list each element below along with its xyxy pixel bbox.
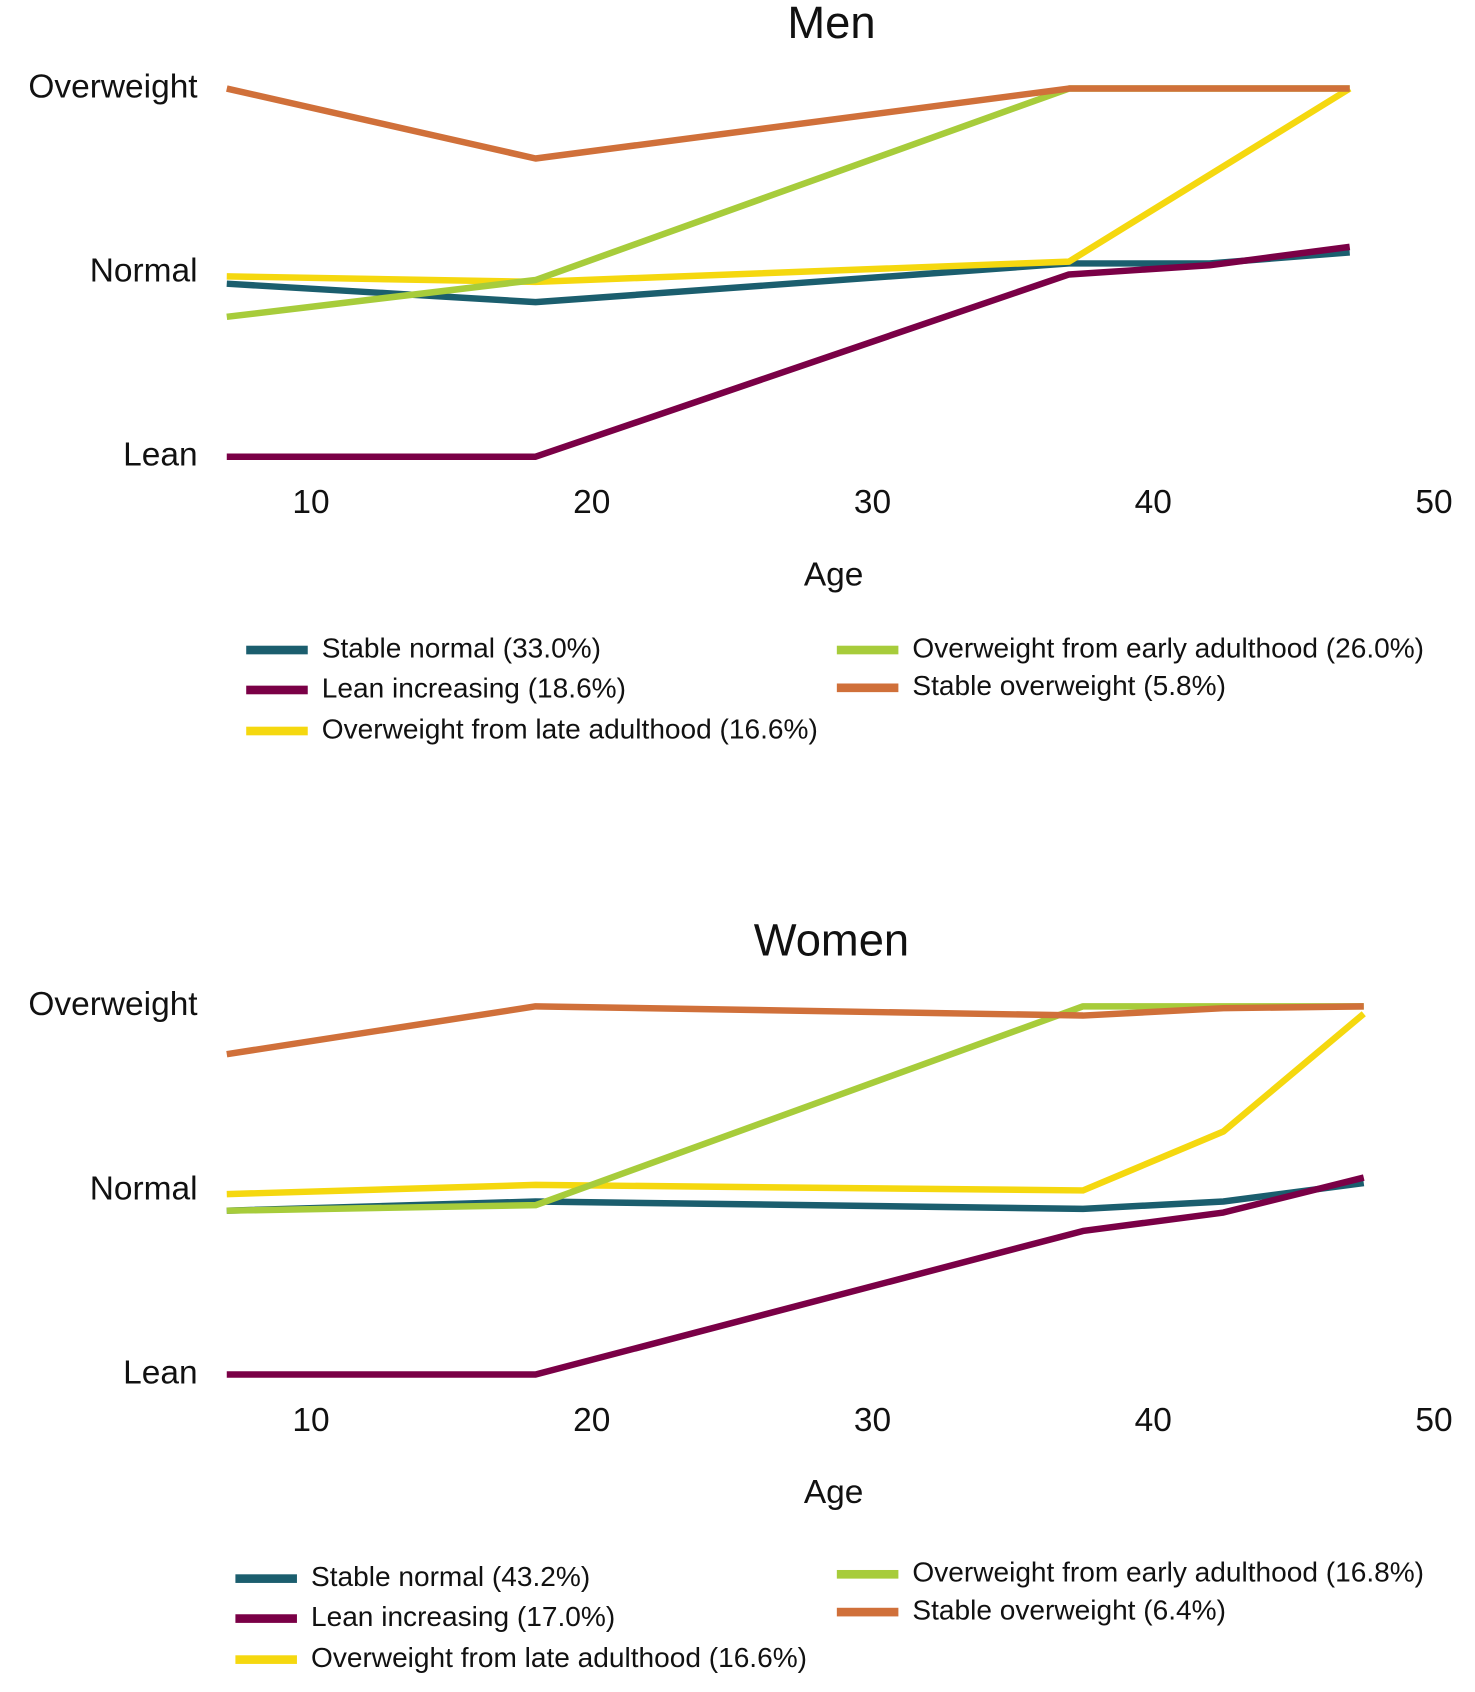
x-axis-label: Age — [804, 556, 864, 593]
x-tick-label: 20 — [573, 1402, 610, 1439]
y-tick-label: Normal — [90, 252, 198, 289]
legend-label: Stable overweight (6.4%) — [912, 1595, 1226, 1626]
series-line — [226, 85, 1350, 162]
panel: Men Age Lean Normal Overweight 10 20 30 40 50 Stab… — [28, 0, 1452, 744]
x-tick-label: 30 — [854, 484, 891, 521]
legend-label: Lean increasing (18.6%) — [322, 672, 626, 703]
y-tick-label: Lean — [123, 1354, 197, 1391]
legend-label: Stable normal (33.0%) — [322, 632, 601, 663]
legend-swatch — [246, 685, 308, 695]
legend-label: Overweight from early adulthood (16.8%) — [912, 1557, 1424, 1588]
series-line — [226, 85, 1352, 286]
x-tick-label: 20 — [573, 484, 610, 521]
legend-swatch — [836, 1569, 899, 1579]
y-tick-label: Normal — [90, 1170, 198, 1207]
legend-swatch — [836, 645, 899, 655]
legend-label: Overweight from early adulthood (26.0%) — [912, 632, 1424, 663]
series-line — [226, 243, 1351, 460]
series-line — [226, 1003, 1364, 1058]
legend-label: Overweight from late adulthood (16.6%) — [311, 1642, 807, 1673]
chart-title: Women — [754, 915, 909, 966]
series-line — [226, 1011, 1366, 1198]
chart-title: Men — [787, 0, 875, 48]
legend-swatch — [235, 1655, 297, 1664]
legend-swatch — [235, 1574, 297, 1583]
x-tick-label: 10 — [292, 1402, 329, 1439]
series-line — [226, 1174, 1365, 1378]
legend-label: Lean increasing (17.0%) — [311, 1601, 615, 1632]
legend-label: Stable overweight (5.8%) — [912, 670, 1226, 701]
x-tick-label: 40 — [1135, 484, 1172, 521]
legend-swatch — [246, 645, 308, 655]
legend-swatch — [235, 1614, 297, 1623]
legend-label: Overweight from late adulthood (16.6%) — [322, 713, 818, 744]
panel: Women Age Lean Normal Overweight 10 20 30 40 50 St… — [28, 915, 1452, 1673]
legend-swatch — [836, 1607, 899, 1617]
x-tick-label: 50 — [1415, 484, 1452, 521]
x-axis-label: Age — [804, 1474, 864, 1511]
y-tick-label: Overweight — [28, 68, 198, 105]
legend-swatch — [836, 683, 899, 693]
x-tick-label: 40 — [1135, 1402, 1172, 1439]
legend-label: Stable normal (43.2%) — [311, 1561, 590, 1592]
x-tick-label: 30 — [854, 1402, 891, 1439]
y-tick-label: Lean — [123, 437, 197, 474]
series-line — [226, 1003, 1364, 1214]
y-tick-label: Overweight — [28, 986, 198, 1023]
x-tick-label: 10 — [292, 484, 329, 521]
x-tick-label: 50 — [1415, 1402, 1452, 1439]
legend-swatch — [246, 726, 308, 736]
